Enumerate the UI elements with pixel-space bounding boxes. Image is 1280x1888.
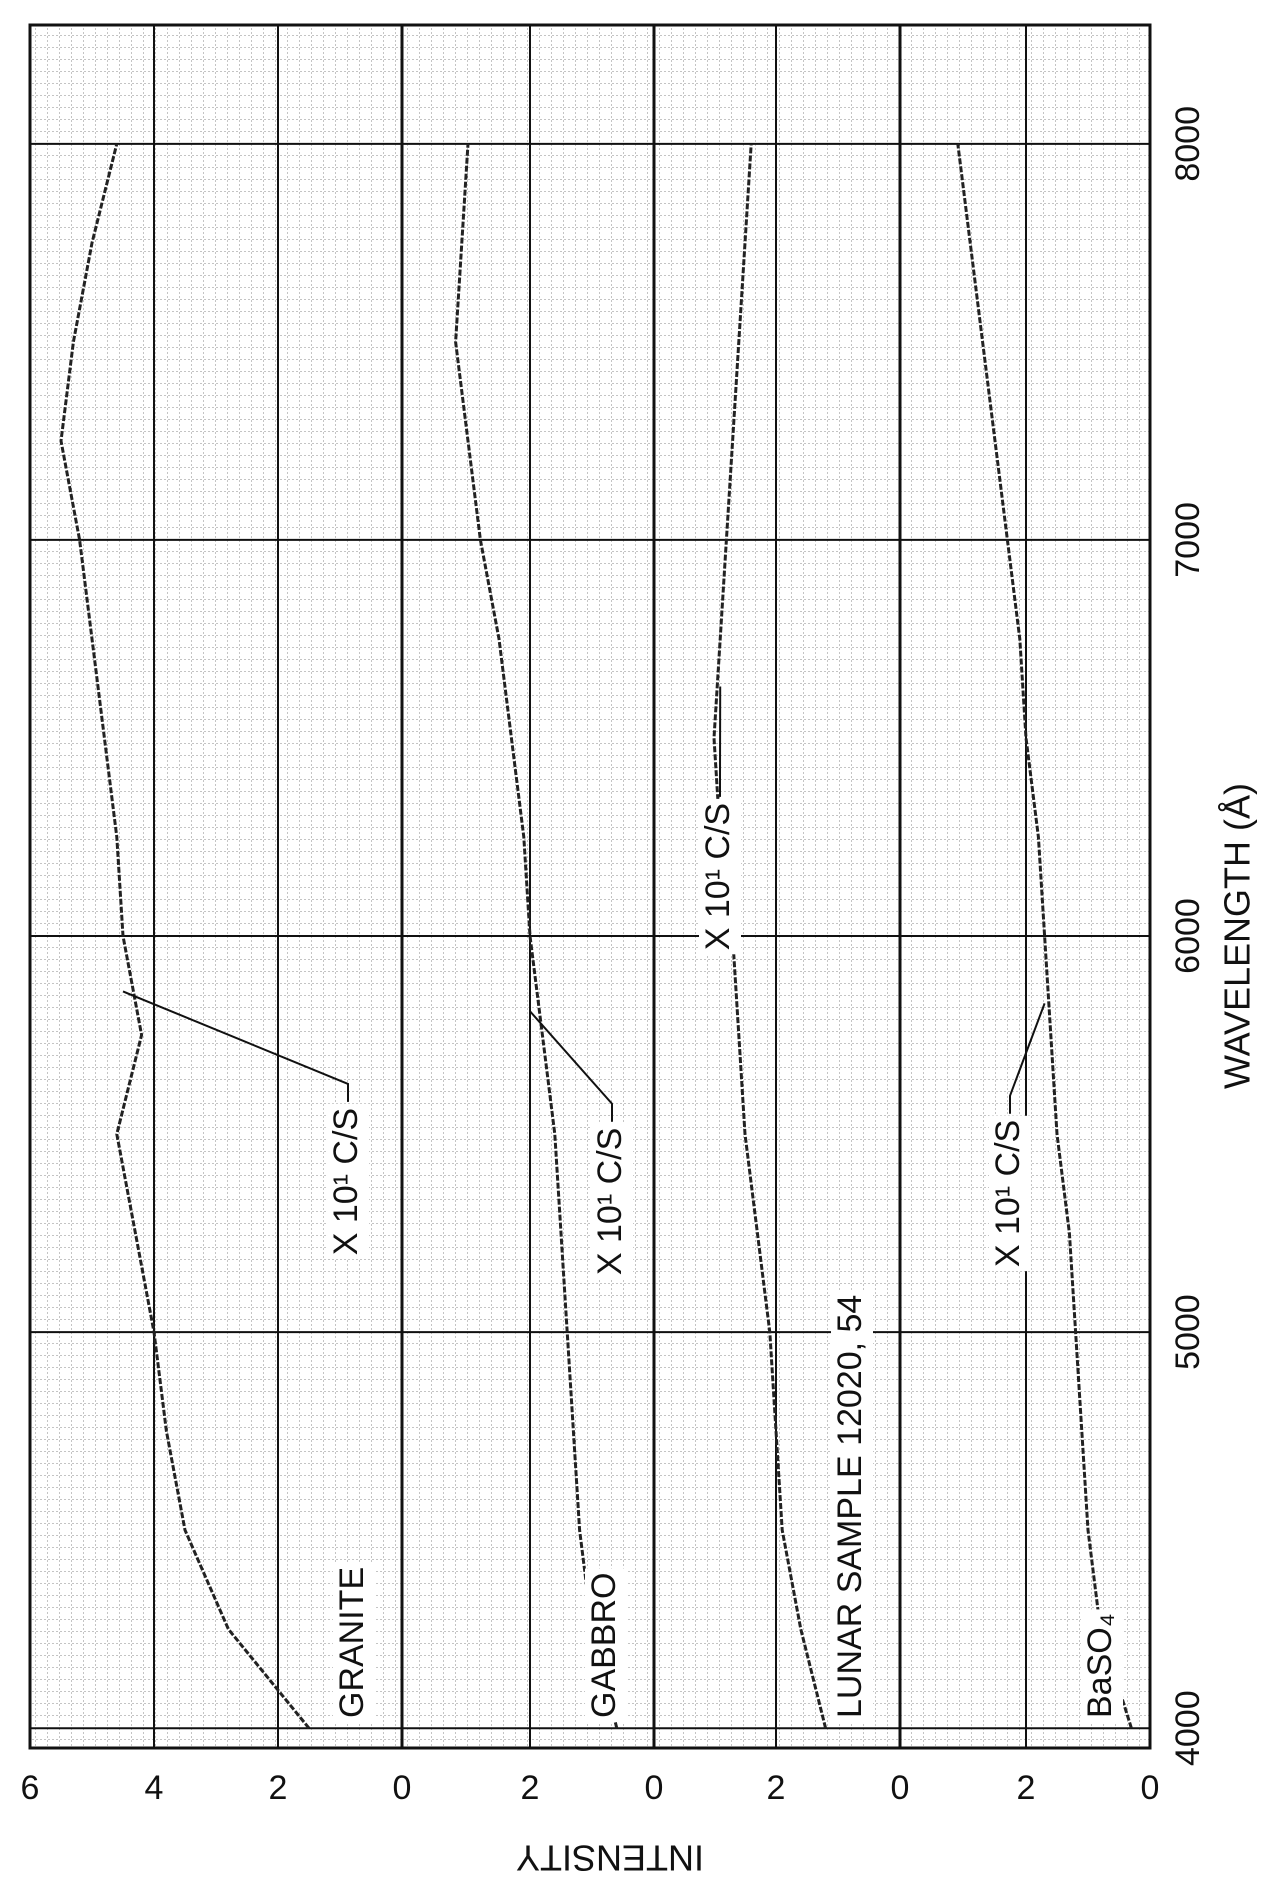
y-tick-label: 0 bbox=[1141, 1769, 1160, 1807]
y-tick-label: 2 bbox=[269, 1769, 288, 1807]
panel-label: LUNAR SAMPLE 12020, 54 bbox=[831, 1295, 869, 1718]
x-tick-label: 4000 bbox=[1169, 1690, 1207, 1766]
panel-label: GABBRO bbox=[585, 1573, 623, 1718]
y-tick-label: 6 bbox=[21, 1769, 40, 1807]
x-tick-label: 8000 bbox=[1169, 106, 1207, 182]
panel-label: GRANITE bbox=[333, 1567, 371, 1718]
y-tick-label: 0 bbox=[393, 1769, 412, 1807]
x-tick-label: 7000 bbox=[1169, 502, 1207, 578]
panel-label: BaSO₄ bbox=[1081, 1613, 1119, 1718]
y-tick-label: 4 bbox=[145, 1769, 164, 1807]
scale-label: X 10¹ C/S bbox=[699, 803, 737, 950]
scale-label: X 10¹ C/S bbox=[327, 1108, 365, 1255]
y-tick-label: 2 bbox=[521, 1769, 540, 1807]
x-tick-label: 6000 bbox=[1169, 898, 1207, 974]
x-tick-label: 5000 bbox=[1169, 1294, 1207, 1370]
y-tick-label: 2 bbox=[1017, 1769, 1036, 1807]
x-axis-title: WAVELENGTH (Å) bbox=[1217, 783, 1258, 1089]
y-tick-label: 0 bbox=[891, 1769, 910, 1807]
y-tick-label: 0 bbox=[645, 1769, 664, 1807]
graph-paper bbox=[30, 25, 1150, 1748]
scale-label: X 10¹ C/S bbox=[989, 1120, 1027, 1267]
y-axis-title: INTENSITY bbox=[516, 1837, 704, 1878]
y-tick-label: 2 bbox=[767, 1769, 786, 1807]
scale-label: X 10¹ C/S bbox=[591, 1128, 629, 1275]
